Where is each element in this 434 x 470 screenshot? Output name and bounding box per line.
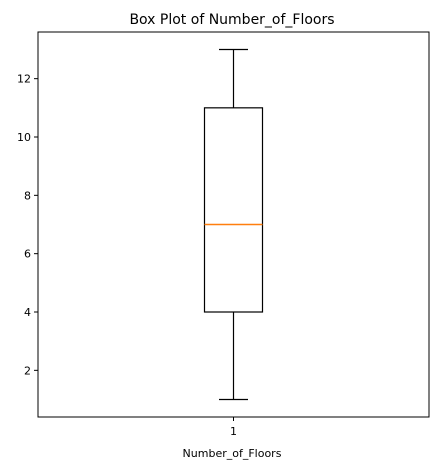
box-group [203,48,264,401]
y-tick-label: 6 [24,248,31,261]
y-tick-label: 2 [24,364,31,377]
y-tick-label: 12 [17,73,31,86]
x-axis: 1 [230,417,237,438]
x-tick-label: 1 [230,425,237,438]
y-axis: 2 4 6 8 10 12 [17,73,38,377]
y-tick-label: 4 [24,306,31,319]
x-axis-label: Number_of_Floors [183,447,282,460]
interquartile-box [203,107,264,313]
y-tick-label: 8 [24,189,31,202]
y-tick-label: 10 [17,131,31,144]
chart-title: Box Plot of Number_of_Floors [129,12,334,28]
